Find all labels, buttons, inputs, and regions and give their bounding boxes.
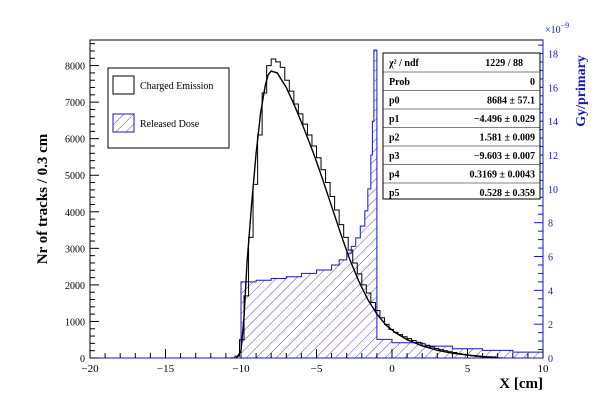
y-left-tick-label: 7000 <box>65 98 85 109</box>
x-tick-label: 0 <box>389 363 395 375</box>
y-right-tick-label: 6 <box>548 253 553 264</box>
legend-swatch-released-dose <box>112 113 135 133</box>
stats-header-value: 1229 / 88 <box>485 58 523 69</box>
y-right-tick-label: 10 <box>548 185 558 196</box>
y-right-tick-label: 0 <box>548 354 553 365</box>
x-tick-label: −15 <box>157 363 175 375</box>
y-left-tick-label: 5000 <box>65 171 85 182</box>
stats-param-value: −4.496 ± 0.029 <box>474 114 535 125</box>
y-right-tick-label: 4 <box>548 286 553 297</box>
fit-series <box>235 70 498 359</box>
stats-param-value: 0.528 ± 0.359 <box>480 188 536 199</box>
stats-param-value: 1.581 ± 0.009 <box>480 133 536 144</box>
y-left-axis: 0 1000 2000 3000 4000 5000 6000 7000 8000 <box>65 43 99 365</box>
y-right-tick-label: 14 <box>548 117 558 128</box>
y-left-tick-label: 3000 <box>65 244 85 255</box>
y-left-tick-label: 1000 <box>65 317 85 328</box>
stats-param-name: p2 <box>389 133 400 144</box>
y-right-tick-label: 2 <box>548 320 553 331</box>
legend: Charged Emission Released Dose <box>107 67 230 149</box>
stats-param-name: p3 <box>389 151 400 162</box>
y-left-tick-label: 2000 <box>65 281 85 292</box>
x-tick-label: −10 <box>232 363 250 375</box>
stats-param-value: 0 <box>530 77 535 88</box>
y-left-tick-label: 0 <box>80 354 85 365</box>
y-left-tick-label: 6000 <box>65 135 85 146</box>
legend-label-released-dose: Released Dose <box>140 119 200 130</box>
stats-param-name: p1 <box>389 114 400 125</box>
legend-swatch-charged-emission <box>112 75 135 95</box>
right-axis-multiplier: ×10−9 <box>545 21 569 36</box>
stats-param-name: p5 <box>389 188 400 199</box>
x-tick-label: 5 <box>465 363 471 375</box>
y-right-tick-label: 8 <box>548 219 553 230</box>
right-axis-multiplier-base: ×10 <box>545 25 561 36</box>
stats-param-name: p4 <box>389 170 400 181</box>
y-left-axis-label: Nr of tracks / 0.3 cm <box>35 133 51 264</box>
x-tick-label: −5 <box>311 363 323 375</box>
released-dose-histogram <box>90 49 544 359</box>
x-tick-label: −20 <box>81 363 99 375</box>
stats-param-value: 0.3169 ± 0.0043 <box>470 170 536 181</box>
stats-param-name: Prob <box>389 77 410 88</box>
y-right-tick-label: 18 <box>548 50 558 61</box>
y-left-tick-label: 4000 <box>65 208 85 219</box>
stats-box: χ² / ndf 1229 / 88 Prob 0 p0 8684 ± 57.1 p1 −… <box>382 52 541 200</box>
legend-label-charged-emission: Charged Emission <box>140 81 213 92</box>
x-tick-label: 10 <box>538 363 550 375</box>
stats-param-value: 8684 ± 57.1 <box>487 96 535 107</box>
y-right-axis-label: Gy/primary <box>574 55 589 127</box>
right-axis-multiplier-exponent: −9 <box>561 21 570 30</box>
y-right-tick-label: 12 <box>548 151 558 162</box>
y-right-tick-label: 16 <box>548 83 558 94</box>
stats-param-value: −9.603 ± 0.007 <box>474 151 535 162</box>
released-dose-series <box>90 49 544 359</box>
x-axis: −20 −15 −10 −5 0 5 10 <box>81 349 549 375</box>
x-axis-label: X [cm] <box>499 376 543 392</box>
fit-curve <box>235 70 498 359</box>
stats-header-key: χ² / ndf <box>388 58 420 69</box>
stats-param-name: p0 <box>389 96 400 107</box>
y-left-tick-label: 8000 <box>65 62 85 73</box>
